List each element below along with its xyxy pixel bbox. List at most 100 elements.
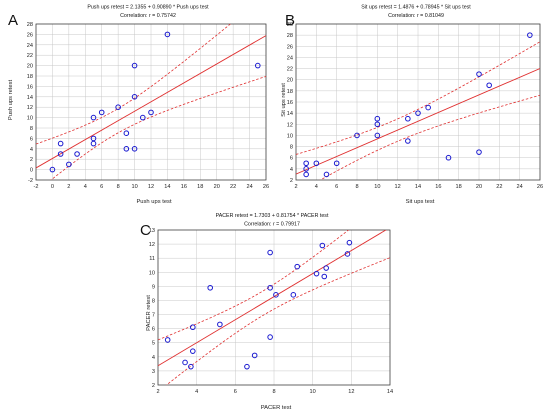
panel-a-y-tick: 24 bbox=[27, 43, 33, 49]
panel-a-data-point bbox=[90, 135, 97, 142]
panel-b-x-tick: 20 bbox=[476, 184, 482, 190]
panel-b-data-point bbox=[415, 110, 421, 116]
panel-c-x-tick: 6 bbox=[234, 389, 237, 395]
panel-a-x-tick: 18 bbox=[197, 184, 203, 190]
panel-b-data-point bbox=[313, 160, 320, 167]
panel-c-x-label: PACER test bbox=[261, 405, 292, 411]
panel-a-data-point bbox=[148, 109, 154, 116]
panel-c-plot: 2 4 6 8 10 12 14 2 3 4 5 6 7 8 9 10 11 12 13 bbox=[149, 228, 393, 395]
panel-b-y-tick: 12 bbox=[287, 122, 293, 128]
panel-a-data-point bbox=[90, 114, 97, 121]
panel-a-data-point bbox=[115, 104, 121, 110]
panel-b-plot: 2 4 6 8 10 12 14 16 18 20 22 24 26246810121416182022… bbox=[287, 22, 543, 190]
panel-a-y-tick: 28 bbox=[27, 22, 33, 28]
panel-c-ci-lower bbox=[165, 257, 390, 385]
panel-c-data-point bbox=[273, 292, 279, 298]
panel-c-y-tick: 9 bbox=[152, 284, 155, 290]
panel-c-letter: C bbox=[140, 222, 151, 239]
panel-c-data-point bbox=[323, 265, 330, 271]
panel-c-y-tick: 8 bbox=[152, 298, 155, 304]
panel-c-data-point bbox=[251, 352, 258, 359]
panel-c-y-label: PACER retest bbox=[146, 295, 152, 331]
panel-c-data-point bbox=[217, 321, 223, 328]
panel-b-data-point bbox=[303, 171, 309, 178]
panel-b-y-tick: 30 bbox=[287, 22, 293, 28]
panel-b-series bbox=[296, 32, 540, 180]
panel-b-data-point bbox=[374, 115, 381, 122]
panel-b-data-point bbox=[354, 132, 360, 139]
panel-c-data-point bbox=[267, 249, 273, 256]
panel-b-data-point bbox=[405, 115, 411, 122]
panel-a-data-point bbox=[123, 146, 130, 152]
panel-b-data-point bbox=[476, 71, 482, 77]
panel-a-data-point bbox=[164, 31, 171, 38]
panel-a-x-tick: 2 bbox=[67, 184, 70, 190]
panel-a-data-point bbox=[131, 62, 138, 69]
panel-a-y-tick: -2 bbox=[28, 178, 33, 184]
panel-c-y-tick: 3 bbox=[152, 369, 155, 375]
panel-a-y-tick: 4 bbox=[30, 147, 33, 153]
panel-b-frame bbox=[295, 23, 541, 181]
panel-c-x-tick: 10 bbox=[310, 389, 316, 395]
panel-b-x-tick: 6 bbox=[335, 184, 338, 190]
panel-c-data-point bbox=[207, 284, 213, 291]
panel-c-x-tick: 4 bbox=[195, 389, 198, 395]
panel-a-y-tick: 6 bbox=[30, 136, 33, 142]
panel-c-x-tick: 12 bbox=[348, 389, 354, 395]
panel-b-data-point bbox=[303, 160, 309, 167]
panel-b-data-point bbox=[476, 149, 482, 155]
panel-b-data-point bbox=[445, 154, 452, 161]
panel-b-y-tick: 10 bbox=[287, 133, 293, 139]
panel-a-x-tick: 22 bbox=[230, 184, 236, 190]
panel-b-x-tick: 12 bbox=[395, 184, 401, 190]
panel-c-series bbox=[158, 230, 390, 385]
panel-a-y-tick: 16 bbox=[27, 84, 33, 90]
panel-a-data-point bbox=[90, 140, 97, 147]
panel-b-y-tick: 18 bbox=[287, 89, 293, 95]
panel-a-y-tick: 2 bbox=[30, 157, 33, 163]
panel-c-y-tick: 2 bbox=[152, 383, 155, 389]
panel-c-y-tick: 13 bbox=[149, 228, 155, 234]
panel-c-x-tick: 14 bbox=[387, 389, 393, 395]
panel-b-y-tick: 28 bbox=[287, 33, 293, 39]
panel-c-y-tick: 6 bbox=[152, 327, 155, 333]
panel-a-x-tick: 10 bbox=[131, 184, 137, 190]
panel-c-subtitle: Correlation: r = 0.79917 bbox=[244, 222, 300, 228]
panel-c-title: PACER retest = 1.7303 + 0.81754 * PACER … bbox=[216, 213, 329, 219]
panel-a-y-tick: 18 bbox=[27, 74, 33, 80]
panel-a-x-tick: 26 bbox=[263, 184, 269, 190]
panel-a-y-tick: 14 bbox=[27, 95, 33, 101]
panel-a-y-tick: 8 bbox=[30, 126, 33, 132]
panel-b-data-point bbox=[374, 132, 381, 139]
panel-b-y-tick: 6 bbox=[290, 156, 293, 162]
panel-b-data-point bbox=[486, 82, 492, 89]
panel-b-x-tick: 18 bbox=[456, 184, 462, 190]
panel-c-data-point bbox=[319, 242, 326, 249]
panel-a-y-tick: 10 bbox=[27, 116, 33, 122]
panel-c-y-tick: 4 bbox=[152, 355, 155, 361]
panel-a-data-point bbox=[66, 161, 72, 168]
panel-a-x-tick: 4 bbox=[84, 184, 87, 190]
panel-a-data-point bbox=[57, 151, 64, 157]
panel-c-frame bbox=[157, 229, 391, 386]
panel-b-x-tick: 4 bbox=[315, 184, 318, 190]
panel-a-ci-upper bbox=[36, 24, 232, 145]
panel-b-y-label: Sit ups retest bbox=[281, 83, 287, 117]
panel-b-data-point bbox=[527, 32, 533, 38]
panel-a-x-tick: 8 bbox=[117, 184, 120, 190]
panel-b-x-tick: 10 bbox=[374, 184, 380, 190]
panel-c-x-tick: 2 bbox=[156, 389, 159, 395]
panel-a-x-tick: 20 bbox=[214, 184, 220, 190]
panel-b-subtitle: Correlation: r = 0.81049 bbox=[388, 13, 444, 19]
panel-c-y-tick: 10 bbox=[149, 270, 155, 276]
panel-a-x-label: Push ups test bbox=[136, 199, 172, 205]
panel-c-data-point bbox=[267, 284, 273, 291]
panel-c-y-tick: 11 bbox=[149, 256, 155, 262]
panel-b-x-tick: 8 bbox=[355, 184, 358, 190]
panel-c-data-point bbox=[164, 337, 171, 343]
panel-a-data-point bbox=[57, 140, 64, 147]
panel-a-data-point bbox=[98, 109, 105, 116]
